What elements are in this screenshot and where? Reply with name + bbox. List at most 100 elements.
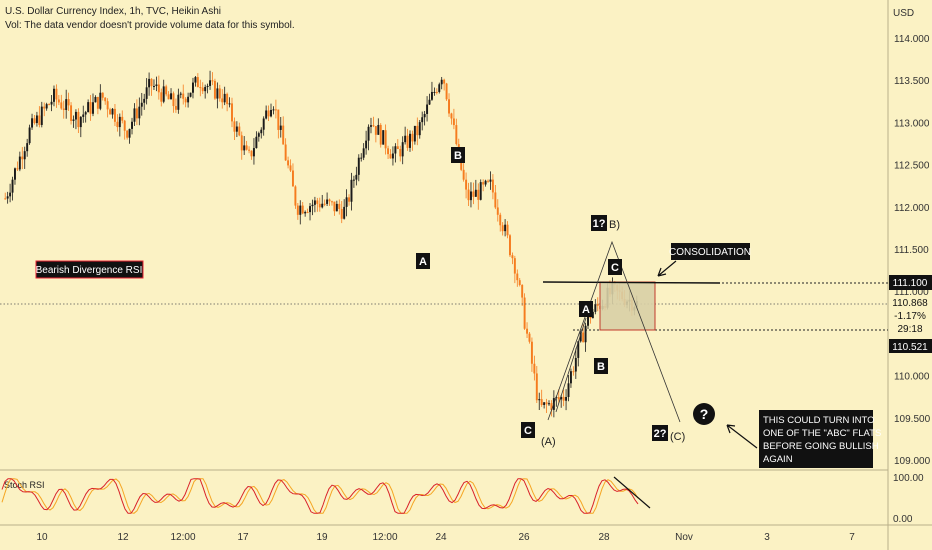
candle-body bbox=[260, 129, 263, 134]
candle-body bbox=[252, 148, 255, 157]
candle-body bbox=[250, 150, 253, 157]
candle-body bbox=[201, 87, 204, 92]
candle-body bbox=[418, 122, 421, 136]
candle-body bbox=[16, 168, 19, 170]
candle-body bbox=[121, 116, 124, 121]
candle-body bbox=[126, 130, 129, 138]
candle-body bbox=[433, 91, 436, 93]
candle-body bbox=[294, 186, 297, 206]
consolidation-arrow bbox=[657, 260, 677, 277]
candle-body bbox=[26, 143, 29, 152]
candle-body bbox=[55, 88, 58, 100]
candle-body bbox=[484, 180, 487, 185]
candle-body bbox=[96, 96, 99, 109]
candle-body bbox=[272, 109, 275, 111]
candle-body bbox=[53, 88, 55, 102]
candle-body bbox=[438, 84, 441, 92]
indicator-tick-0: 0.00 bbox=[893, 514, 913, 525]
candle-body bbox=[372, 125, 375, 127]
candle-body bbox=[89, 102, 92, 114]
wave-text-c-paren: (C) bbox=[670, 431, 685, 443]
candle-body bbox=[135, 108, 138, 119]
candle-body bbox=[557, 397, 560, 400]
candle-body bbox=[345, 197, 348, 207]
candle-body bbox=[413, 125, 416, 142]
candle-body bbox=[309, 206, 312, 213]
wave-projection-lines bbox=[547, 240, 681, 423]
candle-body bbox=[199, 87, 202, 89]
candle-body bbox=[521, 284, 524, 298]
candle-body bbox=[245, 145, 248, 150]
candle-body bbox=[11, 179, 14, 193]
consolidation-zone bbox=[599, 281, 656, 331]
indicator-title: Stoch RSI bbox=[4, 480, 45, 490]
candle-body bbox=[435, 91, 438, 93]
candle-body bbox=[31, 118, 34, 128]
candle-body bbox=[513, 258, 516, 274]
candle-body bbox=[389, 154, 392, 159]
time-tick-label: 12:00 bbox=[170, 532, 195, 543]
candle-body bbox=[223, 93, 226, 103]
note-line-4: AGAIN bbox=[763, 454, 793, 465]
candle-body bbox=[4, 198, 7, 200]
candle-body bbox=[67, 99, 70, 106]
candle-body bbox=[77, 111, 80, 128]
candle-body bbox=[562, 396, 565, 401]
candle-body bbox=[396, 146, 399, 149]
candle-body bbox=[128, 128, 131, 138]
wave-label-1q-text: 1? bbox=[593, 218, 606, 230]
candle-body bbox=[472, 191, 475, 197]
candle-body bbox=[257, 133, 260, 137]
candle-body bbox=[101, 92, 104, 98]
wave-label-b1: B bbox=[451, 147, 465, 163]
candle-body bbox=[50, 101, 53, 105]
time-tick-label: 12:00 bbox=[372, 532, 397, 543]
candle-body bbox=[165, 86, 168, 95]
question-mark-text: ? bbox=[700, 406, 709, 422]
candle-body bbox=[226, 93, 229, 105]
candle-body bbox=[462, 169, 465, 180]
candle-body bbox=[355, 174, 358, 180]
candle-body bbox=[265, 110, 268, 119]
candle-body bbox=[577, 341, 580, 358]
time-axis: 10 12 12:00 17 19 12:00 24 26 28 Nov 3 7 bbox=[36, 532, 855, 543]
candle-body bbox=[123, 120, 126, 131]
price-label-level-110521: 110.521 bbox=[889, 339, 932, 353]
candle-body bbox=[416, 125, 419, 136]
candle-body bbox=[150, 78, 153, 87]
candle-body bbox=[109, 109, 112, 115]
candle-body bbox=[240, 135, 243, 151]
candle-body bbox=[6, 196, 9, 199]
time-tick-label: 24 bbox=[435, 532, 447, 543]
candle-body bbox=[162, 86, 165, 102]
candle-body bbox=[152, 86, 155, 88]
price-tick-label: 110.000 bbox=[894, 372, 930, 383]
wave-a-line bbox=[555, 317, 587, 413]
candle-body bbox=[523, 297, 526, 329]
time-tick-label: 17 bbox=[237, 532, 249, 543]
price-tick-label: 111.500 bbox=[894, 245, 929, 256]
candle-body bbox=[216, 88, 219, 99]
candle-body bbox=[404, 135, 407, 143]
candle-body bbox=[28, 127, 31, 144]
price-tick-label: 112.500 bbox=[894, 161, 930, 172]
candle-body bbox=[538, 399, 541, 401]
candle-body bbox=[348, 197, 351, 202]
candle-body bbox=[18, 156, 21, 170]
candle-body bbox=[569, 371, 572, 384]
candle-body bbox=[511, 255, 514, 259]
candle-body bbox=[533, 363, 536, 374]
volume-note: Vol: The data vendor doesn't provide vol… bbox=[5, 20, 295, 31]
price-tick-label: 112.000 bbox=[894, 203, 930, 214]
candle-body bbox=[184, 98, 187, 103]
candle-body bbox=[131, 121, 133, 129]
candle-body bbox=[452, 118, 455, 126]
candle-body bbox=[382, 130, 385, 145]
candle-body bbox=[516, 273, 519, 281]
price-tick-label: 113.500 bbox=[894, 76, 930, 87]
candle-body bbox=[206, 85, 209, 87]
candle-body bbox=[321, 203, 324, 208]
candle-body bbox=[487, 180, 490, 182]
